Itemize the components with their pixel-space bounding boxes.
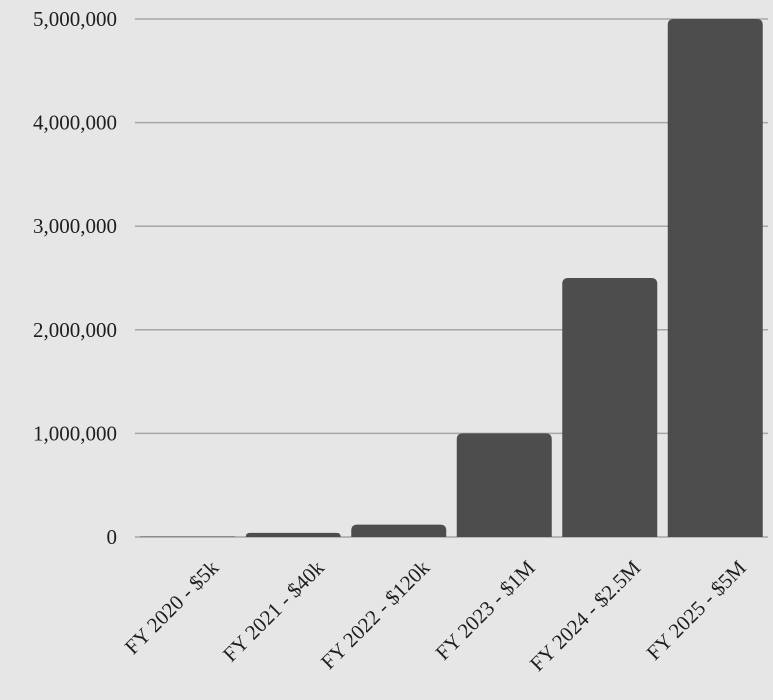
bar: [667, 19, 763, 537]
bar: [351, 524, 447, 537]
bars: [140, 19, 763, 537]
y-tick-label: 2,000,000: [33, 318, 117, 342]
x-category-label: FY 2025 - $5M: [642, 555, 751, 664]
x-category-label: FY 2024 - $2.5M: [525, 555, 646, 676]
y-axis-ticks: 0 1,000,000 2,000,000 3,000,000 4,000,000 5,0…: [33, 7, 117, 549]
y-tick-label: 5,000,000: [33, 7, 117, 31]
x-category-label: FY 2022 - $120k: [316, 555, 435, 674]
y-tick-label: 0: [107, 525, 118, 549]
y-tick-label: 4,000,000: [33, 111, 117, 135]
bar: [245, 532, 341, 537]
bar: [456, 433, 552, 537]
gridlines: [135, 18, 768, 538]
x-category-label: FY 2021 - $40k: [218, 555, 329, 666]
bar: [562, 278, 658, 537]
y-tick-label: 1,000,000: [33, 421, 117, 445]
bar: [140, 536, 236, 537]
y-tick-label: 3,000,000: [33, 214, 117, 238]
x-category-label: FY 2023 - $1M: [431, 555, 540, 664]
x-category-label: FY 2020 - $5k: [120, 555, 224, 659]
